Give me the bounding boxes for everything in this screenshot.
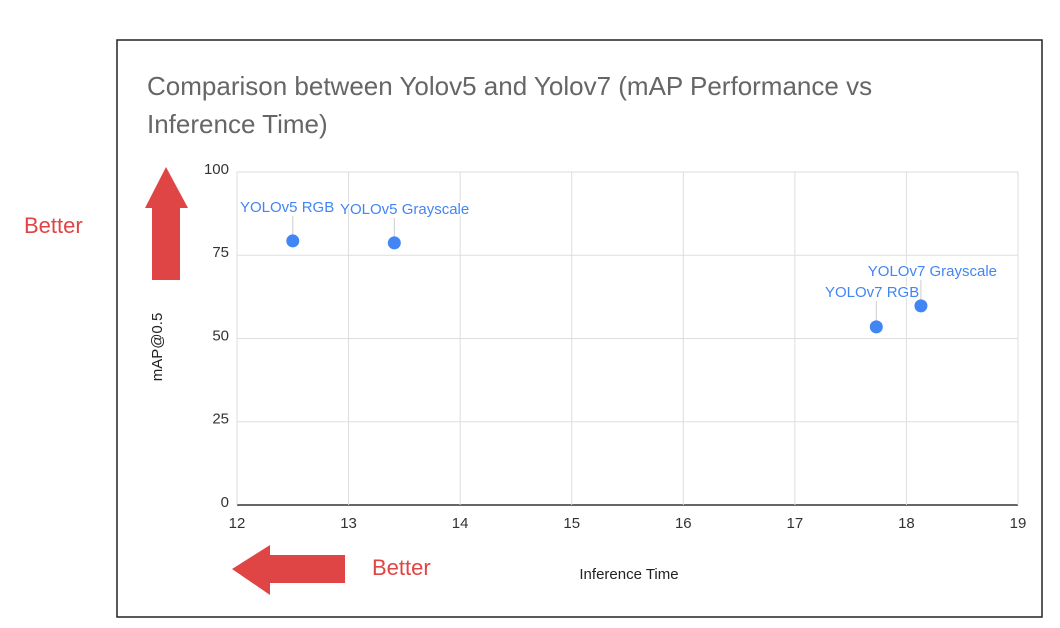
x-tick-label: 17 xyxy=(787,515,804,532)
x-tick-label: 13 xyxy=(340,515,357,532)
chart-title: Inference Time) xyxy=(147,109,328,139)
arrow-left xyxy=(232,545,345,595)
point xyxy=(869,320,883,334)
y-tick-label: 75 xyxy=(212,244,229,261)
annotation: Better xyxy=(24,213,83,238)
x-tick-label: 12 xyxy=(229,515,246,532)
point-label: YOLOv5 Grayscale xyxy=(340,201,469,218)
point-label: YOLOv5 RGB xyxy=(240,199,334,216)
chart-title: Comparison between Yolov5 and Yolov7 (mA… xyxy=(147,71,872,101)
point xyxy=(286,234,300,248)
x-tick-label: 18 xyxy=(898,515,915,532)
y-tick-label: 0 xyxy=(221,494,229,511)
y-tick-label: 100 xyxy=(204,161,229,178)
x-tick-label: 14 xyxy=(452,515,469,532)
annotation: Better xyxy=(372,555,431,580)
point xyxy=(914,299,928,313)
y-tick-label: 50 xyxy=(212,327,229,344)
x-tick-label: 19 xyxy=(1010,515,1027,532)
point-label: YOLOv7 RGB xyxy=(825,284,919,301)
x-tick-label: 16 xyxy=(675,515,692,532)
y-axis-label: mAP@0.5 xyxy=(149,313,166,382)
y-tick-label: 25 xyxy=(212,411,229,428)
chart-frame xyxy=(116,39,1043,618)
x-tick-label: 15 xyxy=(563,515,580,532)
point-label: YOLOv7 Grayscale xyxy=(868,263,997,280)
arrow-up xyxy=(145,167,188,280)
point xyxy=(387,236,401,250)
x-axis-label: Inference Time xyxy=(579,566,678,583)
